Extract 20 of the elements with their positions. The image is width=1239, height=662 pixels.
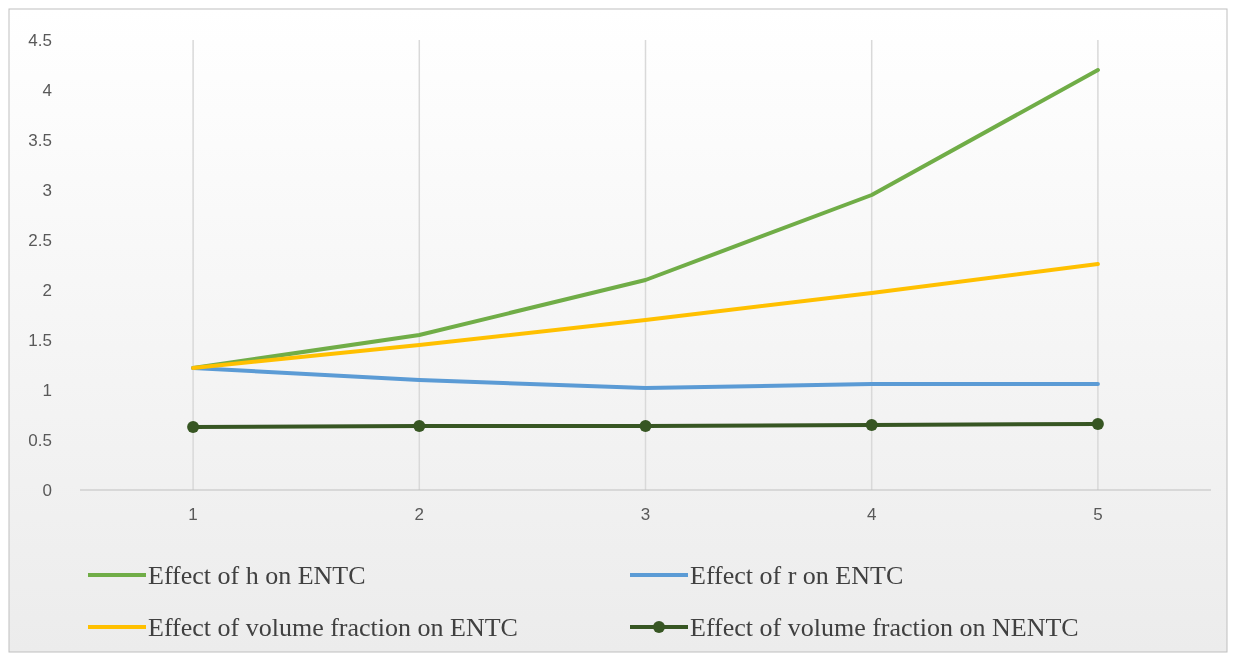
y-tick-label: 3.5 [28,130,52,150]
legend-label: Effect of volume fraction on NENTC [690,613,1079,643]
y-tick-label: 1 [42,380,52,400]
line-series [191,262,1100,370]
y-tick-label: 4 [42,80,52,100]
legend-label: Effect of r on ENTC [690,561,904,591]
y-tick-label: 1.5 [28,330,52,350]
y-tick-label: 3 [42,180,52,200]
y-tick-label: 0 [42,480,52,500]
legend-label: Effect of h on ENTC [148,561,366,591]
legend-label: Effect of volume fraction on ENTC [148,613,518,643]
x-tick-label: 5 [1093,505,1103,524]
x-tick-label: 3 [640,505,651,524]
x-tick-label: 2 [414,505,425,524]
x-tick-label: 1 [188,505,198,524]
y-tick-label: 2.5 [28,230,52,250]
y-tick-label: 2 [42,280,52,300]
y-tick-label: 0.5 [28,430,52,450]
x-tick-label: 4 [866,505,877,524]
y-tick-label: 4.5 [28,30,52,50]
